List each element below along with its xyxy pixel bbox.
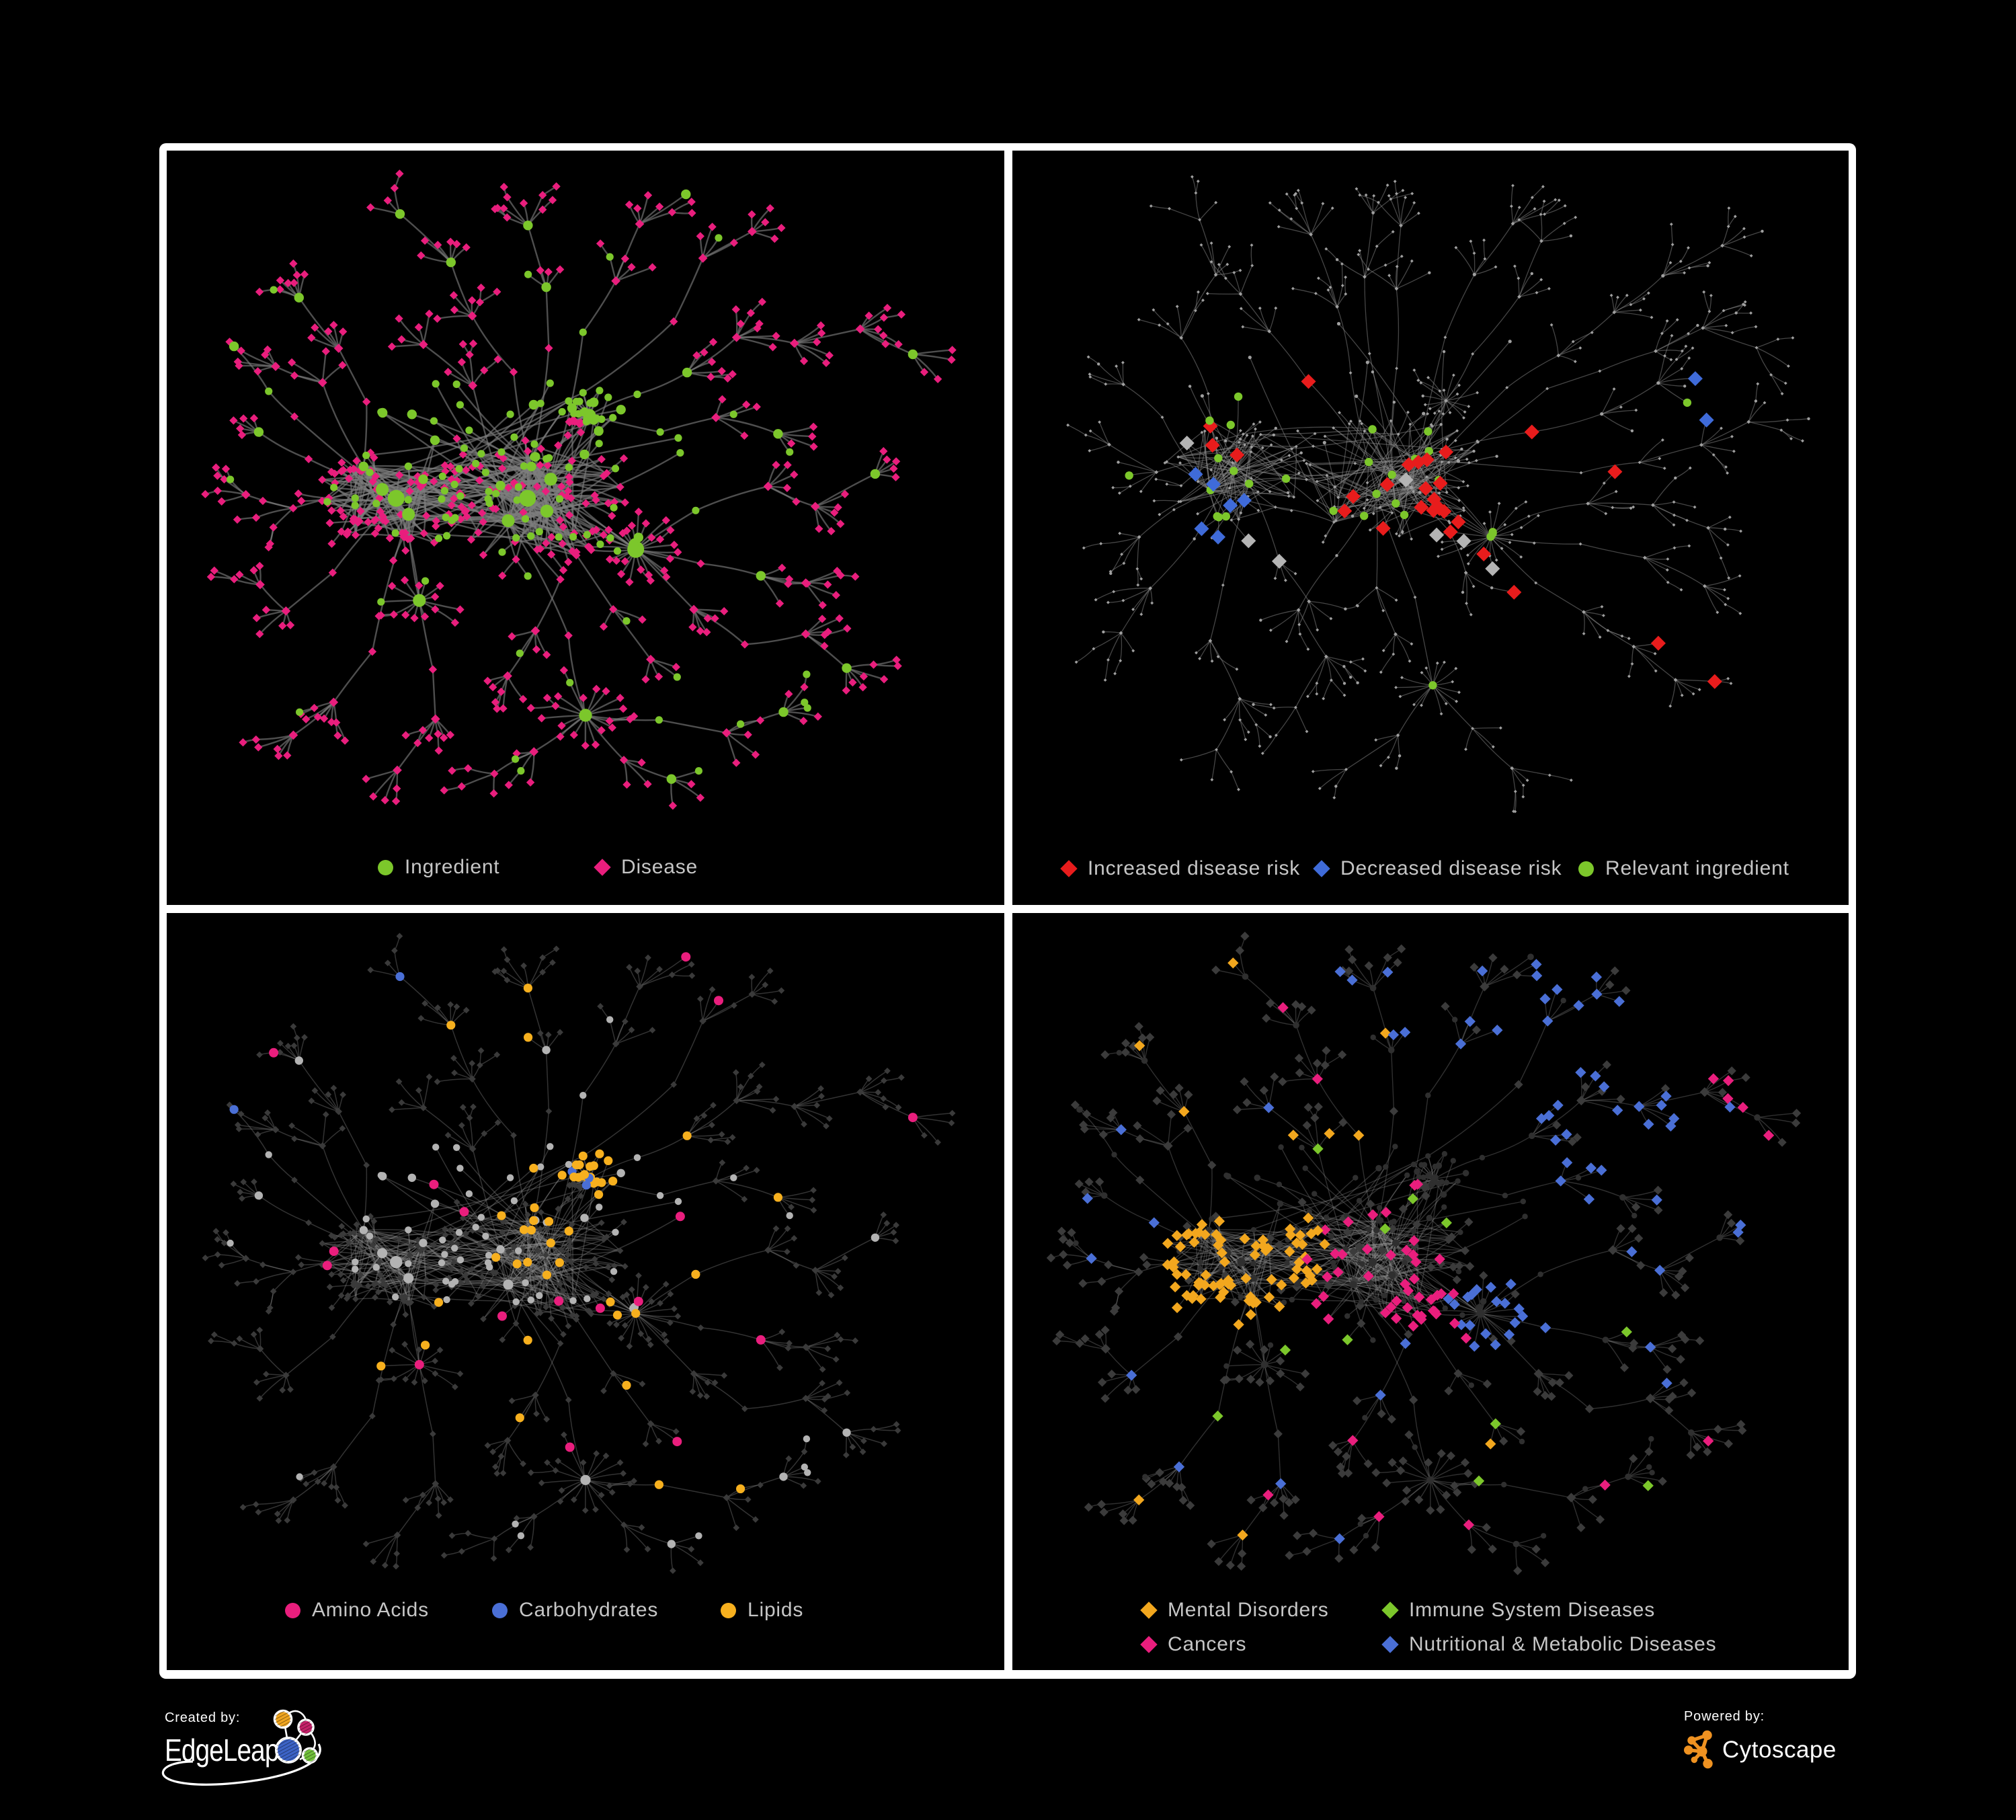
panel-disease-risk[interactable]: Increased disease risk Decreased disease … xyxy=(1012,151,1849,905)
panel-disease-classes[interactable]: Mental Disorders Immune System Diseases Ca… xyxy=(1012,913,1849,1670)
network-graph-svg xyxy=(1066,175,1810,814)
network-edges xyxy=(1050,935,1798,1571)
edgeleap-swoosh-icon xyxy=(161,1743,321,1786)
edgeleap-network-icon xyxy=(273,1709,319,1764)
network-graph-svg xyxy=(202,933,956,1575)
network-highlight-nodes xyxy=(1125,371,1722,690)
cytoscape-credit: Powered by: Cytoscape xyxy=(1684,1709,1837,1770)
network-edges xyxy=(204,935,953,1571)
edgeleap-wordmark[interactable]: EdgeLeap xyxy=(165,1733,279,1768)
panel-ingredient-disease[interactable]: Ingredient Disease xyxy=(167,151,1004,905)
edgeleap-credit: Created by: EdgeLeap xyxy=(161,1709,321,1786)
panel-ingredient-classes[interactable]: Amino Acids Carbohydrates Lipids xyxy=(167,913,1004,1670)
network-graph-svg xyxy=(1046,931,1802,1575)
created-by-label: Created by: xyxy=(165,1710,241,1725)
powered-by-label: Powered by: xyxy=(1684,1709,1765,1724)
edgeleap-icon-nodes xyxy=(273,1709,319,1764)
network-graph-svg xyxy=(201,169,957,810)
figure-frame: Ingredient Disease Increased disease risk… xyxy=(159,143,1856,1679)
network-nodes xyxy=(1046,931,1802,1575)
network-edges xyxy=(204,173,953,807)
cytoscape-wordmark[interactable]: Cytoscape xyxy=(1722,1737,1837,1763)
network-highlight-nodes xyxy=(229,952,918,1493)
network-edges xyxy=(1067,176,1810,812)
cytoscape-icon xyxy=(1684,1730,1713,1769)
